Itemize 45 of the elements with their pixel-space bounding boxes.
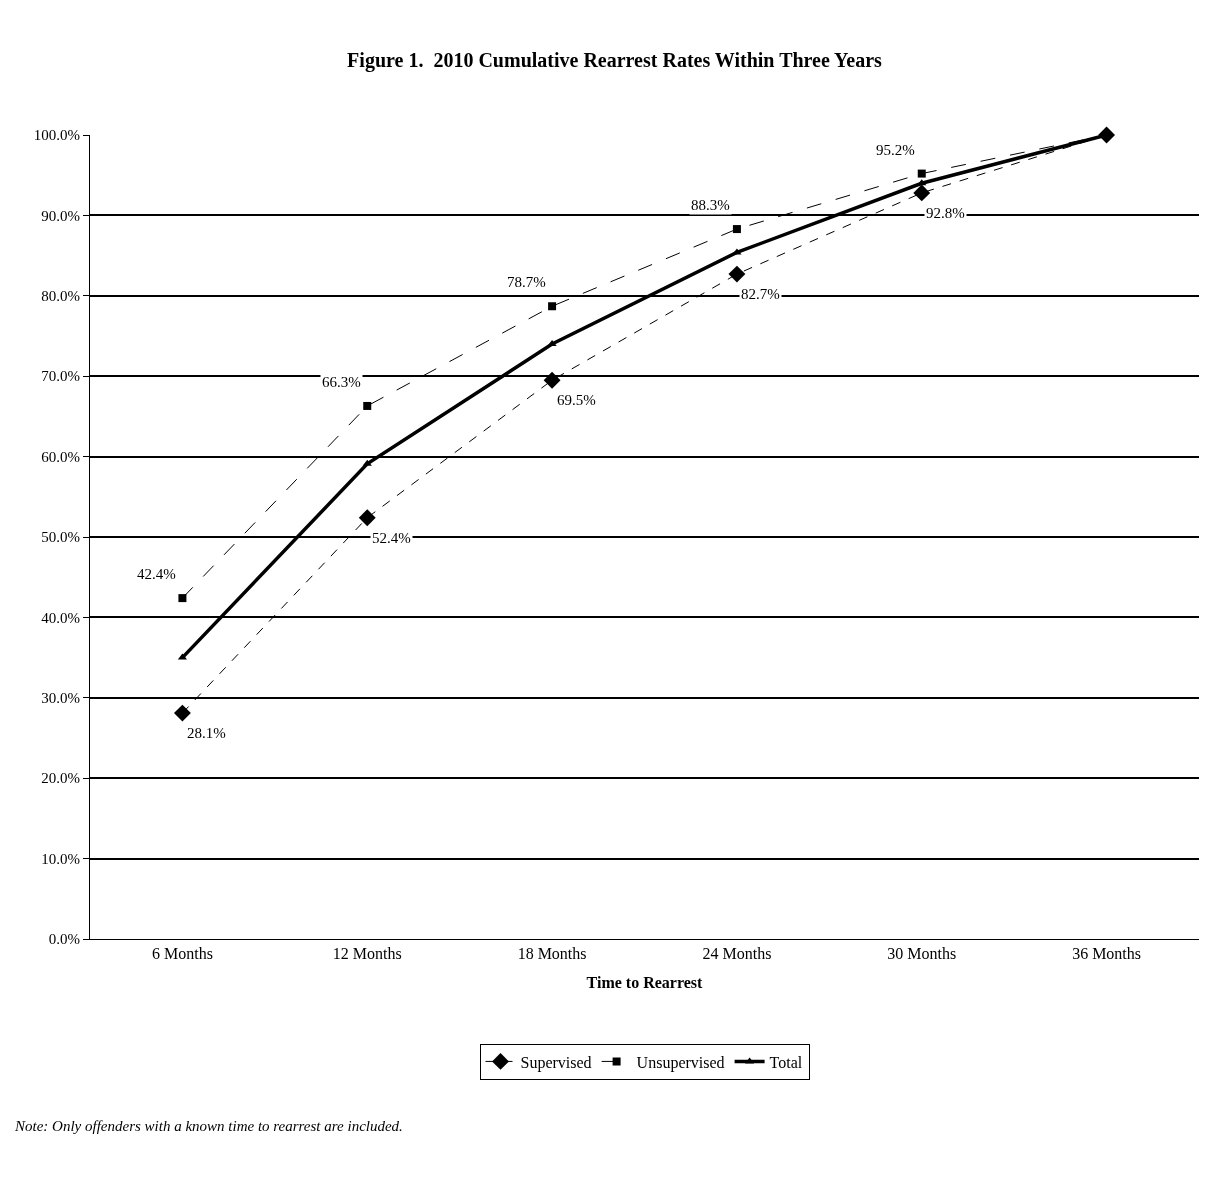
x-tick-label: 12 Months — [332, 945, 402, 963]
data-label: 95.2% — [876, 142, 915, 158]
x-tick-label: 6 Months — [151, 945, 213, 963]
point — [363, 401, 372, 410]
point — [362, 459, 372, 466]
data-label: 28.1% — [187, 725, 226, 741]
x-tick-label: 36 Months — [1072, 945, 1142, 963]
y-tick-label: 70.0% — [41, 368, 80, 385]
legend-label: Supervised — [520, 1053, 592, 1072]
y-tick-label: 10.0% — [41, 850, 80, 867]
point — [543, 371, 561, 389]
point — [728, 265, 746, 283]
data-label: 66.3% — [322, 374, 361, 390]
y-tick-label: 60.0% — [41, 448, 80, 465]
data-label: 88.3% — [691, 197, 730, 213]
y-tick-label: 80.0% — [41, 288, 80, 305]
y-tick-label: 40.0% — [41, 609, 80, 626]
point — [548, 302, 557, 311]
y-tick-label: 90.0% — [41, 207, 80, 224]
data-label: 69.5% — [557, 392, 596, 408]
y-tick-label: 50.0% — [41, 529, 80, 546]
text: Note: Only offenders with a known time to rearrest are included. — [14, 1118, 403, 1134]
y-tick-label: 30.0% — [41, 690, 80, 707]
data-label: 78.7% — [507, 274, 546, 290]
y-tick-label: 0.0% — [48, 931, 80, 948]
point — [547, 340, 557, 347]
legend-label: Unsupervised — [636, 1053, 725, 1072]
point — [173, 704, 191, 722]
data-label: 52.4% — [372, 530, 411, 546]
data-label: 82.7% — [741, 286, 780, 302]
x-tick-label: 24 Months — [702, 945, 772, 963]
point — [917, 169, 926, 178]
y-tick-label: 100.0% — [33, 127, 80, 144]
data-label: 92.8% — [926, 205, 965, 221]
data-label: 42.4% — [137, 566, 176, 582]
x-tick-label: 18 Months — [517, 945, 587, 963]
y-tick-label: 20.0% — [41, 770, 80, 787]
legend-label: Total — [769, 1053, 803, 1071]
x-tick-label: 30 Months — [887, 945, 957, 963]
point — [732, 225, 741, 234]
chart-title: Figure 1. 2010 Cumulative Rearrest Rates Within Three Years — [347, 49, 883, 73]
x-axis-title: Time to Rearrest — [586, 973, 704, 991]
point — [358, 509, 376, 527]
point — [913, 184, 931, 202]
point — [178, 594, 187, 603]
